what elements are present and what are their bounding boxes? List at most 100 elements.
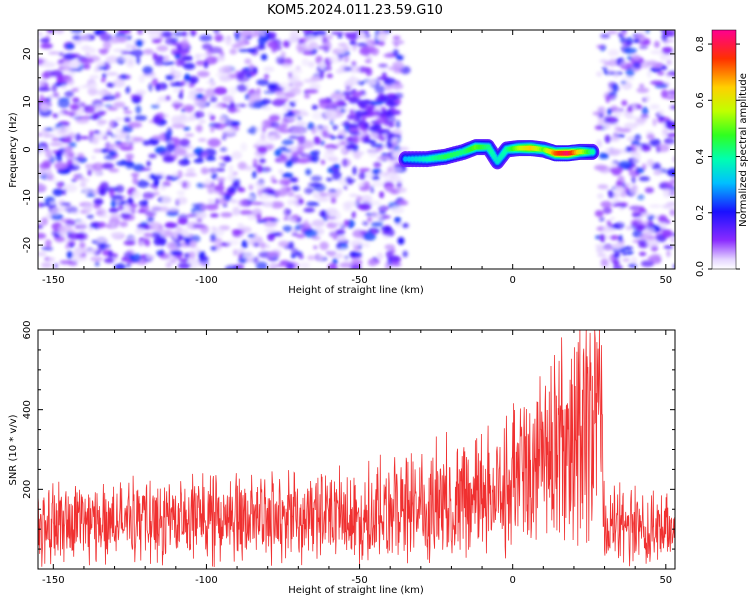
noise-blob <box>649 138 661 147</box>
noise-blob <box>392 35 401 40</box>
noise-blob <box>283 112 296 118</box>
noise-blob <box>121 74 126 80</box>
noise-blob <box>38 152 43 157</box>
noise-blob <box>45 239 52 248</box>
noise-blob <box>70 103 80 111</box>
noise-blob <box>182 37 188 45</box>
noise-blob <box>143 48 154 55</box>
noise-blob <box>362 221 369 226</box>
noise-blob <box>115 56 122 63</box>
noise-blob <box>257 30 264 34</box>
noise-blob <box>65 219 76 226</box>
noise-blob <box>250 201 265 206</box>
noise-blob <box>287 199 294 206</box>
noise-blob <box>235 103 240 109</box>
noise-blob <box>132 176 138 185</box>
noise-blob <box>349 109 355 115</box>
noise-blob <box>231 43 242 49</box>
noise-blob <box>600 258 609 267</box>
noise-blob <box>58 148 65 152</box>
noise-blob <box>126 198 132 204</box>
noise-blob <box>288 101 296 107</box>
noise-blob <box>94 104 104 111</box>
noise-blob <box>663 137 675 145</box>
noise-blob <box>123 240 136 246</box>
noise-blob <box>48 30 55 34</box>
noise-blob <box>321 130 328 135</box>
noise-blob <box>72 97 80 103</box>
noise-blob <box>255 138 269 147</box>
noise-blob <box>190 32 196 37</box>
noise-blob <box>398 146 410 151</box>
noise-blob <box>39 94 44 100</box>
noise-blob <box>390 107 397 113</box>
noise-blob <box>639 206 645 213</box>
noise-blob <box>362 242 371 248</box>
noise-blob <box>176 190 186 196</box>
noise-blob <box>290 68 303 74</box>
noise-blob <box>608 148 621 156</box>
noise-blob <box>200 167 209 175</box>
noise-blob <box>122 106 129 110</box>
noise-blob <box>97 66 108 70</box>
noise-blob <box>345 136 355 141</box>
noise-blob <box>220 212 233 218</box>
noise-blob <box>672 264 675 269</box>
noise-blob <box>287 191 295 197</box>
noise-blob <box>613 108 623 118</box>
noise-blob <box>105 55 119 64</box>
noise-blob <box>267 82 277 90</box>
noise-blob <box>598 216 605 222</box>
noise-blob <box>613 191 620 199</box>
noise-blob <box>237 199 249 207</box>
noise-blob <box>226 239 240 246</box>
noise-blob <box>121 129 130 133</box>
noise-blob <box>148 33 160 40</box>
noise-blob <box>278 169 284 174</box>
noise-blob <box>669 105 675 110</box>
noise-blob <box>603 245 613 251</box>
colorbar-gradient <box>712 30 736 269</box>
noise-blob <box>40 37 50 44</box>
noise-blob <box>289 76 297 83</box>
noise-blob <box>161 195 172 205</box>
noise-blob <box>319 61 325 70</box>
noise-blob <box>269 32 277 39</box>
noise-blob <box>205 80 215 84</box>
noise-blob <box>65 206 78 214</box>
noise-blob <box>76 219 88 229</box>
noise-blob <box>368 150 377 158</box>
noise-blob <box>333 247 348 251</box>
noise-blob <box>256 79 270 86</box>
noise-blob <box>646 159 654 167</box>
noise-blob <box>105 131 113 136</box>
noise-blob <box>114 134 125 140</box>
noise-blob <box>669 209 675 217</box>
noise-blob <box>232 171 238 176</box>
noise-blob <box>189 240 197 249</box>
noise-blob <box>325 35 333 40</box>
noise-blob <box>376 33 388 42</box>
noise-blob <box>119 221 128 228</box>
colorbar-ticks: 0.0 0.2 0.4 0.6 0.8 <box>695 36 740 277</box>
noise-blob <box>630 256 638 264</box>
noise-blob <box>281 172 294 178</box>
noise-blob <box>170 65 175 74</box>
noise-blob <box>625 146 633 153</box>
x-tick-label: -150 <box>42 275 65 286</box>
noise-blob <box>159 119 168 125</box>
noise-blob <box>57 99 70 109</box>
noise-blob <box>140 167 152 171</box>
noise-blob <box>79 35 91 41</box>
noise-blob <box>53 263 59 269</box>
noise-blob <box>129 49 144 57</box>
noise-blob <box>183 126 191 131</box>
spectrogram-signal-track <box>398 139 600 170</box>
noise-blob <box>233 249 238 256</box>
noise-blob <box>336 243 341 249</box>
noise-blob <box>41 246 54 251</box>
noise-blob <box>207 198 214 203</box>
noise-blob <box>65 243 70 250</box>
noise-blob <box>610 216 616 221</box>
snr-x-ticks: -150 -100 -50 0 50 <box>42 330 672 586</box>
